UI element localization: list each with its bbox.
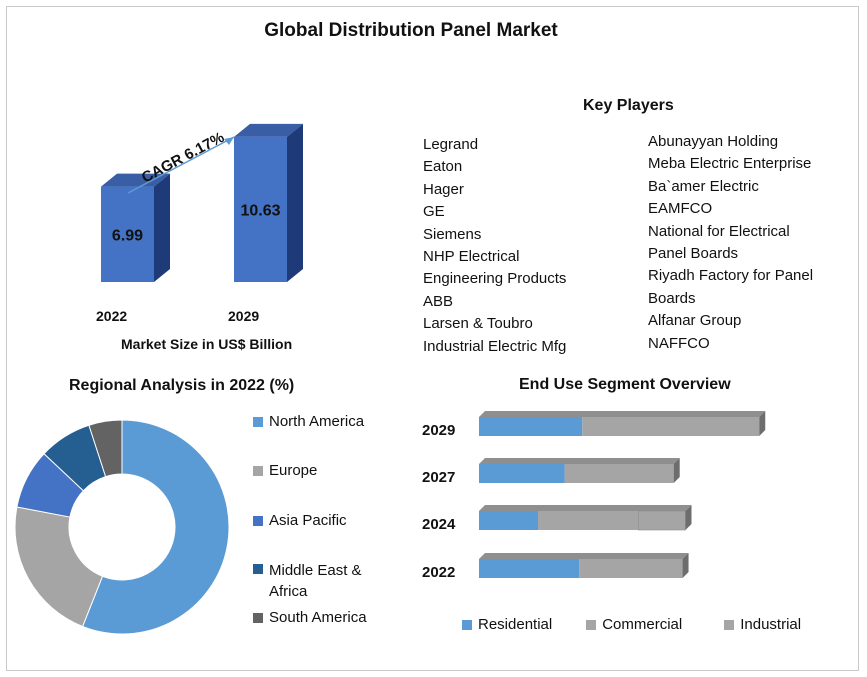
enduse-bar-top [479,458,680,464]
enduse-year-label: 2027 [422,469,455,486]
legend-label: Residential [478,616,553,633]
player-item: Hager [423,180,464,198]
player-item: GE [423,203,445,221]
enduse-bar-side [673,458,680,483]
legend-label-line: Middle East & [269,562,362,579]
legend-item-residential: Residential [462,616,552,633]
key-players-column-2: Abunayyan Holding Meba Electric Enterpri… [648,131,813,355]
player-item: NAFFCO [648,334,710,352]
legend-item-commercial: Commercial [586,616,682,633]
enduse-year-label: 2024 [422,516,456,533]
market-bar-top [101,173,170,187]
market-year-2022: 2022 [96,308,128,324]
key-players-column-1: Legrand Eaton Hager GE Siemens NHP Elect… [423,134,566,358]
player-item: Larsen & Toubro [423,315,533,333]
player-item: Meba Electric Enterprise [648,155,812,173]
player-item: Boards [648,289,696,307]
enduse-bar-top [479,553,689,559]
legend-label: North America [269,413,365,430]
enduse-bar-top [479,411,766,417]
key-players-heading: Key Players [583,97,674,114]
player-item: Siemens [423,225,482,243]
legend-item-north-america: North America [253,413,393,462]
legend-label: Commercial [602,616,683,633]
player-item: Engineering Products [423,270,567,288]
market-bar [101,186,154,282]
donut-slice [88,419,123,478]
market-bar [234,136,287,282]
player-item: ABB [423,292,454,310]
cagr-arrow-head [224,137,234,145]
regional-title: Regional Analysis in 2022 (%) [69,377,295,394]
market-size-caption: Market Size in US$ Billion [121,336,293,352]
legend-swatch [724,619,735,630]
enduse-segment [564,464,674,483]
legend-label: Asia Pacific [269,512,347,529]
enduse-year-label: 2022 [422,564,455,581]
player-item: Panel Boards [648,245,739,263]
legend-label: Europe [269,462,318,479]
legend-swatch [253,564,263,574]
legend-item-south-america: South America [253,609,393,631]
legend-label-line: Africa [269,583,308,600]
market-bar-side [287,123,303,282]
enduse-segment [538,511,639,530]
cagr-arrow [127,136,235,194]
donut-slice [81,419,230,635]
legend-item-europe: Europe [253,462,393,512]
legend-label: South America [269,609,367,626]
legend-label: Middle East & Africa [269,560,362,602]
player-item: NHP Electrical [423,248,520,266]
enduse-segment [637,510,686,531]
legend-swatch [253,516,263,526]
player-item: Abunayyan Holding [648,133,779,150]
legend-item-industrial: Industrial [724,616,801,633]
enduse-segment [479,511,538,530]
player-item: Eaton [423,158,463,176]
market-year-2029: 2029 [228,308,260,324]
player-item: Industrial Electric Mfg [423,337,567,355]
market-bar-value-label: 10.63 [240,202,280,219]
enduse-segment [579,559,683,578]
player-item: Legrand [423,136,479,153]
legend-swatch [586,619,597,630]
legend-label: Industrial [740,616,802,633]
player-item: EAMFCO [648,200,713,218]
enduse-bar-side [685,505,692,530]
enduse-bar-side [682,553,689,578]
regional-donut-chart [14,419,230,635]
infographic-frame [6,6,859,671]
legend-item-asia-pacific: Asia Pacific [253,512,393,560]
enduse-segment [479,464,565,483]
legend-item-middle-east-africa: Middle East & Africa [253,560,393,609]
regional-legend: North America Europe Asia Pacific Middle… [253,413,393,631]
enduse-year-label: 2029 [422,422,455,439]
player-item: Alfanar Group [648,312,742,330]
market-bar-top [234,123,303,137]
player-item: Ba`amer Electric [648,177,759,195]
enduse-bar-top [479,505,692,511]
legend-swatch [253,466,263,476]
player-item: National for Electrical [648,222,790,240]
player-item: Riyadh Factory for Panel [648,267,814,285]
enduse-segment [582,417,760,436]
donut-slice [14,506,104,628]
market-bar-value-label: 6.99 [112,227,143,244]
legend-swatch [462,619,472,630]
page-title: Global Distribution Panel Market [264,20,558,41]
market-bar-side [154,173,170,282]
enduse-segment [479,417,583,436]
legend-swatch [253,417,263,427]
enduse-bar-side [759,411,766,436]
enduse-legend: Residential Commercial Industrial [462,616,801,633]
enduse-segment [479,559,580,578]
legend-swatch [253,613,263,623]
enduse-title: End Use Segment Overview [519,376,731,393]
